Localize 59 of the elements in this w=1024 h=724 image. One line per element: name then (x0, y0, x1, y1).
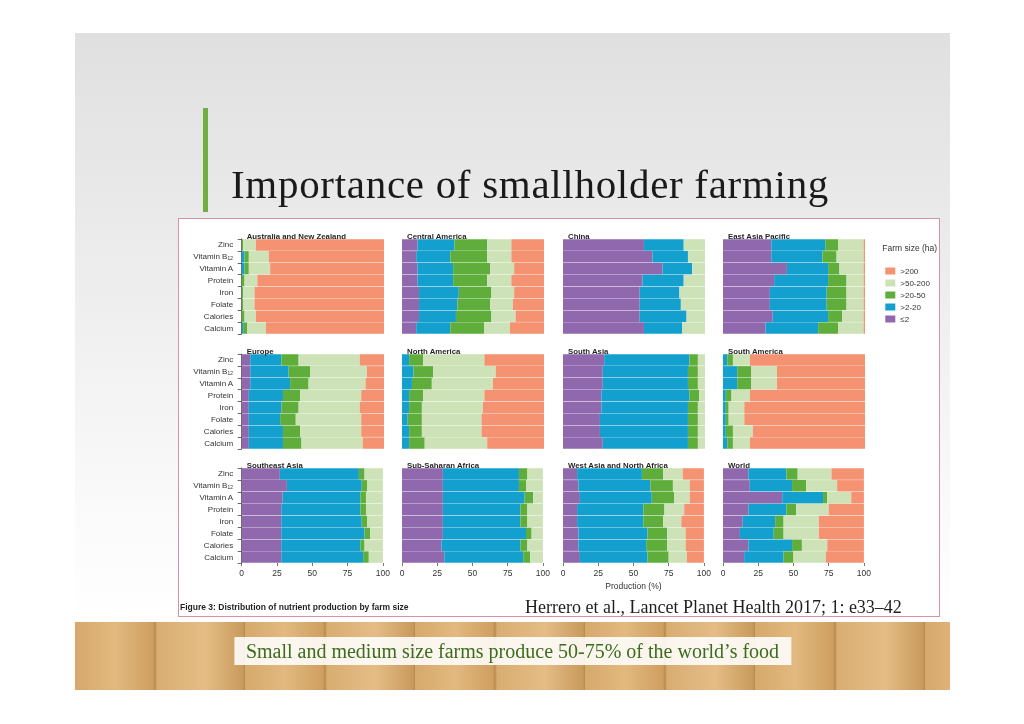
y-tick-label: Vitamin A (199, 493, 234, 503)
y-tick-label: Protein (207, 276, 234, 286)
y-tick-label: Folate (210, 299, 234, 309)
x-tick-label: 50 (788, 567, 799, 578)
x-tick-label: 0 (399, 567, 405, 578)
x-tick-label: 75 (663, 567, 674, 578)
y-tick-label: Calories (203, 540, 234, 550)
y-tick-label: Vitamin B₁₂ (193, 252, 234, 262)
legend-label: ≤2 (899, 314, 910, 324)
legend-label: >20-50 (899, 290, 926, 300)
bar (822, 491, 827, 504)
text: Importance of smallholder farming (231, 161, 830, 207)
text: Small and medium size farms produce 50-75% of the world’s food (233, 637, 792, 665)
y-tick-label: Zinc (218, 240, 234, 250)
y-tick-label: Zinc (218, 355, 234, 365)
y-tick-label: Protein (207, 505, 234, 515)
bar (732, 354, 750, 366)
x-tick-label: 75 (503, 567, 513, 578)
x-tick-label: 25 (753, 567, 763, 578)
legend-label: >200 (899, 266, 919, 276)
y-tick-label: Iron (219, 287, 234, 297)
x-tick-label: 25 (272, 567, 282, 578)
y-tick-label: Folate (210, 528, 234, 538)
x-tick-label: 25 (593, 567, 603, 578)
x-tick-label: 100 (375, 567, 391, 578)
y-tick-label: Iron (219, 403, 234, 413)
legend-label: >2-20 (899, 302, 922, 312)
x-tick-label: 50 (628, 567, 639, 578)
y-tick-label: Vitamin A (199, 264, 234, 274)
y-tick-label: Calories (203, 426, 234, 436)
y-tick-label: Calcium (204, 438, 234, 448)
y-tick-label: Iron (219, 516, 234, 526)
x-tick-label: 75 (823, 567, 834, 578)
x-tick-label: 25 (432, 567, 443, 578)
legend-label: >50-200 (899, 278, 931, 288)
x-tick-label: 50 (468, 567, 478, 578)
y-tick-label: Vitamin B₁₂ (193, 481, 234, 491)
bar (786, 503, 796, 516)
x-tick-label: 100 (856, 567, 871, 578)
y-tick-label: Calories (203, 311, 234, 321)
text: Herrero et al., Lancet Planet Health 2017; 1: e33–42 (525, 597, 902, 618)
y-tick-label: Calcium (204, 552, 234, 562)
y-tick-label: Folate (210, 415, 234, 425)
x-tick-label: 0 (239, 567, 245, 578)
x-tick-label: 75 (342, 567, 353, 578)
x-tick-label: 0 (720, 567, 726, 578)
x-tick-label: 100 (696, 567, 711, 578)
y-tick-label: Zinc (218, 469, 234, 479)
x-axis-title: Production (%) (605, 581, 662, 592)
y-tick-label: Calcium (204, 323, 234, 333)
x-tick-label: 100 (536, 567, 551, 578)
y-tick-label: Protein (207, 391, 234, 401)
legend-title: Farm size (ha) (881, 242, 937, 253)
x-tick-label: 0 (560, 567, 566, 578)
y-tick-label: Vitamin A (199, 379, 234, 389)
x-tick-label: 50 (307, 567, 318, 578)
y-tick-label: Vitamin B₁₂ (193, 367, 234, 377)
bar (726, 354, 733, 366)
caption: Figure 3: Distribution of nutrient production by farm size (180, 602, 409, 613)
